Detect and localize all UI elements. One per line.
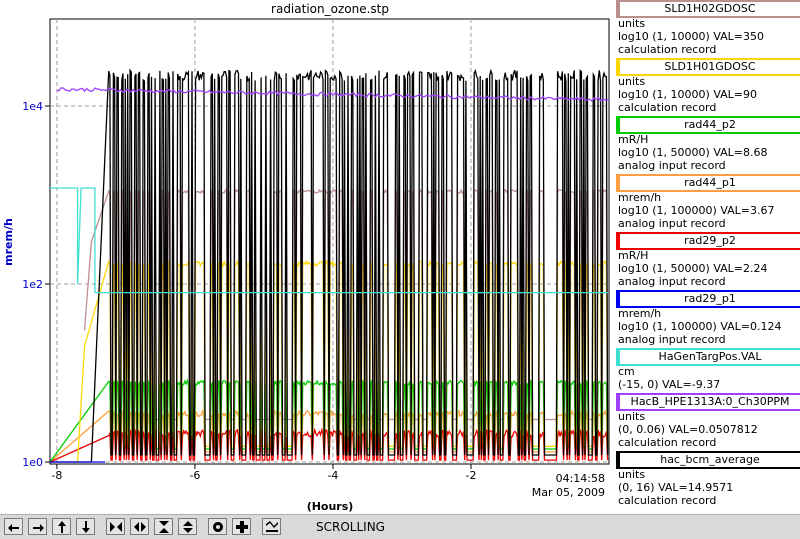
legend-entry-units: units — [618, 17, 646, 30]
legend-entry-range-value: (-15, 0) VAL=-9.37 — [618, 378, 721, 391]
legend-entry-record: analog input record — [618, 275, 726, 288]
series-traces — [49, 68, 610, 463]
legend-entry-record: analog input record — [618, 159, 726, 172]
plus-icon — [235, 520, 248, 533]
legend-entry-units: units — [618, 468, 646, 481]
zoom-in-x-button[interactable] — [106, 518, 125, 535]
arrow-left-button[interactable] — [4, 518, 23, 535]
legend-entry-range-value: log10 (1, 50000) VAL=8.68 — [618, 146, 768, 159]
legend-entry-range-value: log10 (1, 10000) VAL=90 — [618, 88, 758, 101]
series-hacb-hpe1313a — [56, 87, 610, 102]
series-rad29-p2 — [49, 427, 609, 463]
x-tick-label: -2 — [465, 469, 476, 482]
record-icon — [212, 521, 223, 532]
time-label: 04:14:58 — [556, 472, 605, 485]
y-tick-label: 1e4 — [22, 100, 43, 113]
legend-entry-record: analog input record — [618, 217, 726, 230]
y-tick-label: 1e2 — [22, 278, 43, 291]
legend-entry-record: calculation record — [618, 494, 717, 507]
legend-entry-name[interactable]: SLD1H01GDOSC — [616, 58, 800, 76]
x-tick-label: -4 — [327, 469, 338, 482]
legend-entry-range-value: log10 (1, 50000) VAL=2.24 — [618, 262, 768, 275]
y-axis-label: mrem/h — [2, 218, 15, 266]
x-tick-label: -6 — [189, 469, 200, 482]
axes: -8 -6 -4 -2 1e0 1e2 1e4 — [22, 100, 476, 482]
legend-entry-range-value: log10 (1, 100000) VAL=3.67 — [618, 204, 775, 217]
strip-chart[interactable]: radiation_ozone.stp -8 -6 -4 -2 1e0 1e2 1e4 mr… — [0, 0, 614, 514]
date-label: Mar 05, 2009 — [532, 486, 605, 499]
arrow-up-button[interactable] — [52, 518, 71, 535]
autoscale-icon — [265, 520, 278, 532]
arrow-right-icon — [32, 523, 44, 532]
plus-button[interactable] — [232, 518, 251, 535]
series-hagentargpos — [50, 187, 608, 294]
legend-entry-record: calculation record — [618, 436, 717, 449]
legend-entry-units: mR/H — [618, 133, 649, 146]
legend-entry-range-value: log10 (1, 10000) VAL=350 — [618, 30, 765, 43]
arrow-up-icon — [57, 520, 66, 533]
legend-entry-name[interactable]: rad44_p2 — [616, 116, 800, 134]
arrow-left-icon — [7, 523, 19, 532]
zoom-out-y-icon — [182, 520, 193, 533]
legend-entry-range-value: (0, 16) VAL=14.9571 — [618, 481, 734, 494]
legend-entry-name[interactable]: SLD1H02GDOSC — [616, 0, 800, 18]
series-hac-bcm-average — [50, 68, 609, 463]
zoom-out-y-button[interactable] — [178, 518, 197, 535]
legend: SLD1H02GDOSC units log10 (1, 10000) VAL=35… — [614, 0, 800, 507]
arrow-right-button[interactable] — [28, 518, 47, 535]
zoom-in-x-icon — [109, 521, 122, 532]
legend-entry-record: calculation record — [618, 43, 717, 56]
legend-entry-units: mR/H — [618, 249, 649, 262]
legend-entry-name[interactable]: HacB_HPE1313A:0_Ch30PPM — [616, 393, 800, 411]
zoom-out-x-button[interactable] — [130, 518, 149, 535]
mode-label: SCROLLING — [316, 520, 385, 534]
legend-entry-range-value: (0, 0.06) VAL=0.0507812 — [618, 423, 758, 436]
toolbar: SCROLLING — [0, 514, 800, 539]
x-tick-label: -8 — [51, 469, 62, 482]
legend-entry-record: analog input record — [618, 333, 726, 346]
legend-entry-units: units — [618, 75, 646, 88]
legend-entry-units: mrem/h — [618, 307, 662, 320]
legend-entry-name[interactable]: HaGenTargPos.VAL — [616, 348, 800, 366]
zoom-in-y-icon — [158, 520, 169, 533]
chart-title: radiation_ozone.stp — [271, 2, 389, 16]
legend-entry-name[interactable]: hac_bcm_average — [616, 451, 800, 469]
autoscale-button[interactable] — [262, 518, 281, 535]
x-axis-label: (Hours) — [307, 500, 354, 513]
zoom-in-y-button[interactable] — [154, 518, 173, 535]
arrow-down-icon — [81, 520, 90, 533]
arrow-down-button[interactable] — [76, 518, 95, 535]
legend-entry-record: calculation record — [618, 101, 717, 114]
zoom-out-x-icon — [133, 521, 146, 532]
legend-entry-units: cm — [618, 365, 635, 378]
legend-entry-range-value: log10 (1, 100000) VAL=0.124 — [618, 320, 782, 333]
y-tick-label: 1e0 — [22, 456, 43, 469]
legend-entry-name[interactable]: rad44_p1 — [616, 174, 800, 192]
legend-entry-name[interactable]: rad29_p2 — [616, 232, 800, 250]
legend-entry-name[interactable]: rad29_p1 — [616, 290, 800, 308]
record-button[interactable] — [208, 518, 227, 535]
legend-entry-units: units — [618, 410, 646, 423]
legend-entry-units: mrem/h — [618, 191, 662, 204]
